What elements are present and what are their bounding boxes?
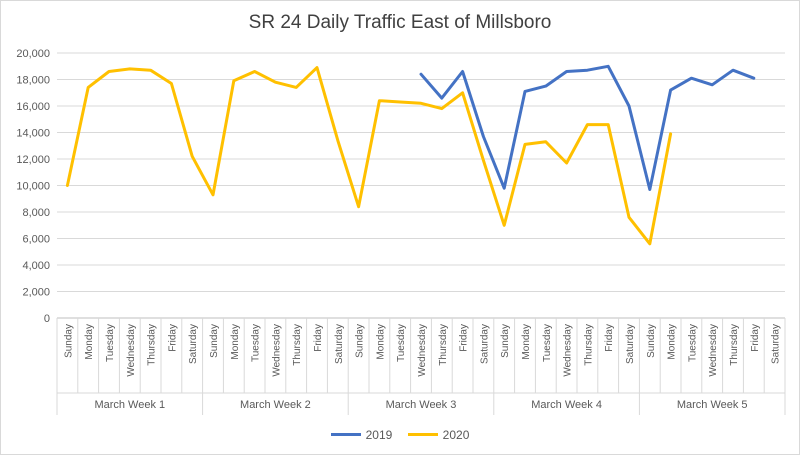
legend-item-2019: 2019	[330, 427, 393, 442]
x-tick-label: Wednesday	[563, 324, 574, 377]
x-tick-label: Sunday	[646, 324, 657, 358]
x-group-label: March Week 2	[240, 399, 311, 411]
x-group-label: March Week 4	[531, 399, 602, 411]
x-tick-label: Thursday	[583, 324, 594, 366]
x-group-label: March Week 5	[677, 399, 748, 411]
y-tick-label: 0	[44, 313, 50, 325]
x-tick-label: Monday	[521, 324, 532, 360]
x-tick-label: Monday	[230, 324, 241, 360]
x-tick-label: Saturday	[188, 324, 199, 364]
y-tick-label: 14,000	[16, 128, 50, 140]
x-tick-label: Friday	[604, 324, 615, 352]
x-group-label: March Week 3	[386, 399, 457, 411]
x-tick-label: Tuesday	[105, 324, 116, 362]
x-tick-label: Saturday	[625, 324, 636, 364]
x-tick-label: Thursday	[147, 324, 158, 366]
legend-label-2020: 2020	[442, 427, 470, 442]
x-tick-label: Wednesday	[126, 324, 137, 377]
y-tick-label: 20,000	[16, 48, 50, 60]
y-tick-label: 6,000	[22, 234, 50, 246]
x-tick-label: Sunday	[63, 324, 74, 358]
y-tick-label: 4,000	[22, 260, 50, 272]
legend: 2019 2020	[0, 425, 800, 442]
chart-title: SR 24 Daily Traffic East of Millsboro	[248, 12, 552, 33]
y-tick-label: 18,000	[16, 75, 50, 87]
x-tick-label: Saturday	[334, 324, 345, 364]
x-tick-label: Wednesday	[417, 324, 428, 377]
legend-label-2019: 2019	[365, 427, 393, 442]
x-axis: Sunday Monday Tuesday Wednesday Thursday Frid…	[56, 318, 786, 415]
gridlines	[57, 52, 785, 319]
y-axis: 0 2,000 4,000 6,000 8,000 10,000 12,000 14,000 1…	[16, 48, 50, 325]
x-tick-label: Monday	[84, 324, 95, 360]
x-tick-label: Wednesday	[271, 324, 282, 377]
x-tick-label: Friday	[750, 324, 761, 352]
x-tick-label: Monday	[667, 324, 678, 360]
x-tick-label: Sunday	[209, 324, 220, 358]
x-tick-label: Sunday	[500, 324, 511, 358]
x-tick-label: Wednesday	[708, 324, 719, 377]
legend-swatch-2019	[330, 433, 361, 436]
x-tick-label: Thursday	[729, 324, 740, 366]
x-tick-label: Tuesday	[396, 324, 407, 362]
x-tick-label: Saturday	[771, 324, 782, 364]
legend-swatch-2020	[407, 433, 438, 436]
x-tick-label: Tuesday	[687, 324, 698, 362]
series-line-2019	[419, 64, 756, 191]
series-line-2020	[65, 66, 673, 246]
y-tick-label: 8,000	[22, 207, 50, 219]
series-lines	[65, 64, 756, 246]
x-group-label: March Week 1	[94, 399, 165, 411]
x-tick-label: Thursday	[438, 324, 449, 366]
x-tick-label: Tuesday	[542, 324, 553, 362]
x-tick-label: Friday	[459, 324, 470, 352]
x-tick-label: Saturday	[479, 324, 490, 364]
y-tick-label: 12,000	[16, 154, 50, 166]
x-tick-label: Friday	[167, 324, 178, 352]
legend-item-2020: 2020	[407, 427, 470, 442]
y-tick-label: 16,000	[16, 101, 50, 113]
x-tick-label: Sunday	[355, 324, 366, 358]
x-tick-label: Friday	[313, 324, 324, 352]
y-tick-label: 10,000	[16, 181, 50, 193]
x-tick-label: Thursday	[292, 324, 303, 366]
y-tick-label: 2,000	[22, 287, 50, 299]
x-tick-label: Tuesday	[251, 324, 262, 362]
x-tick-label: Monday	[375, 324, 386, 360]
